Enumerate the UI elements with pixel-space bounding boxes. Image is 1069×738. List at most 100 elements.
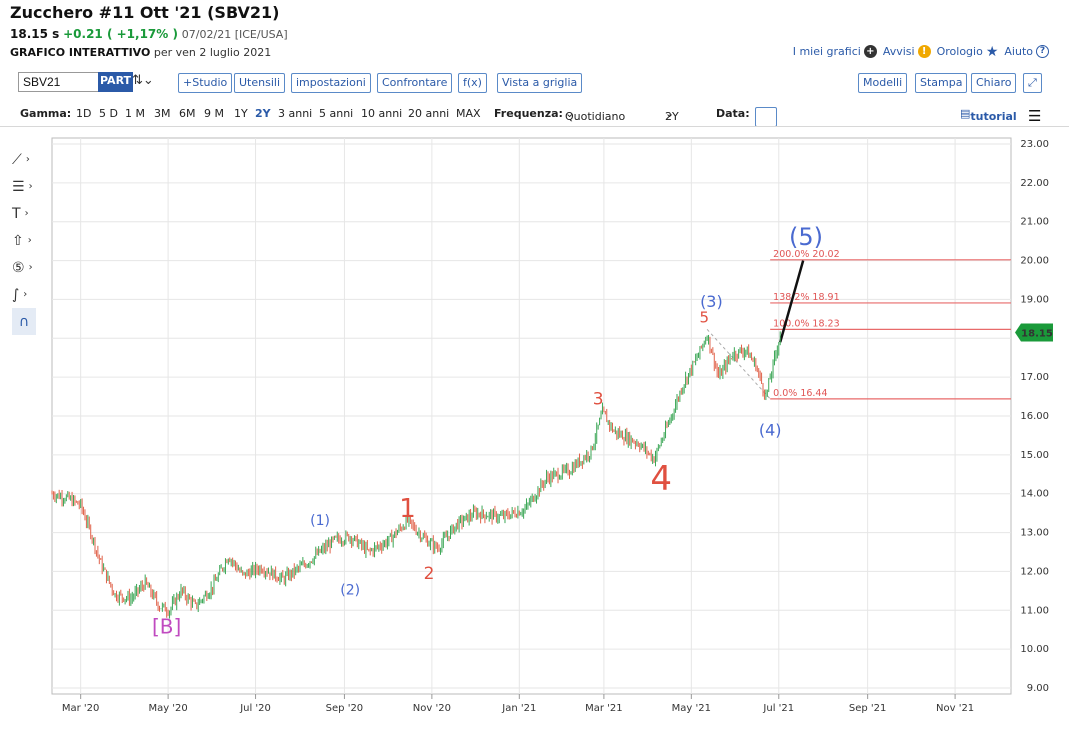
range-5d[interactable]: 5 D <box>99 107 118 120</box>
y-tick-label: 19.00 <box>1020 294 1049 305</box>
y-tick-label: 20.00 <box>1020 256 1049 267</box>
range-9m[interactable]: 9 M <box>204 107 224 120</box>
frequency-select[interactable]: Quotidiano ⌄ <box>565 107 626 123</box>
grid-view-button[interactable]: Vista a griglia <box>497 73 583 93</box>
wave-label: 2 <box>424 564 435 584</box>
last-price: 18.15 s <box>10 27 60 41</box>
range-10y[interactable]: 10 anni <box>361 107 403 120</box>
chart-toolbar: PART ⇅⌄ +Studio Utensili impostazioni Co… <box>10 72 1050 96</box>
help-link[interactable]: Aiuto? <box>1004 45 1049 58</box>
settings-button[interactable]: impostazioni <box>291 73 371 93</box>
add-study-button[interactable]: +Studio <box>178 73 233 93</box>
fib-level-label: 200.0% 20.02 <box>773 249 839 260</box>
y-tick-label: 13.00 <box>1020 528 1049 539</box>
plus-circle-icon: + <box>863 45 877 58</box>
fib-level-label: 138.2% 18.91 <box>773 292 839 303</box>
tutorial-label: tutorial <box>970 110 1017 123</box>
y-tick-label: 21.00 <box>1020 217 1049 228</box>
range-1d[interactable]: 1D <box>76 107 92 120</box>
x-tick-label: Sep '21 <box>849 703 887 714</box>
y-tick-label: 17.00 <box>1020 372 1049 383</box>
expand-icon[interactable]: ⤢ <box>1023 73 1042 93</box>
y-tick-label: 16.00 <box>1020 411 1049 422</box>
fib-level-label: 0.0% 16.44 <box>773 388 827 399</box>
symbol-input[interactable] <box>18 72 100 92</box>
y-axis: 23.0022.0021.0020.0019.0018.0017.0016.00… <box>1015 139 1053 694</box>
wave-count-tool-icon[interactable]: ⑤ › <box>12 259 33 276</box>
arrow-tool-icon[interactable]: ⇧ › <box>12 232 32 249</box>
range-1m[interactable]: 1 M <box>125 107 145 120</box>
calendar-icon[interactable] <box>755 107 777 127</box>
curve-tool-icon[interactable]: ∫ › <box>12 286 28 303</box>
tools-button[interactable]: Utensili <box>234 73 286 93</box>
wave-label: 4 <box>650 459 672 499</box>
alerts-link[interactable]: Avvisi! <box>883 45 931 58</box>
clock-link[interactable]: Orologio ★ <box>936 43 999 60</box>
y-tick-label: 9.00 <box>1027 683 1049 694</box>
wave-label: 5 <box>699 309 709 327</box>
range-3y[interactable]: 3 anni <box>278 107 313 120</box>
my-charts-label: I miei grafici <box>792 45 861 58</box>
clock-label: Orologio <box>936 45 983 58</box>
x-axis: Mar '20 May '20 Jul '20 Sep '20 Nov '20 Jan '… <box>62 694 974 714</box>
help-icon: ? <box>1036 45 1049 58</box>
tutorial-link[interactable]: ▤ tutorial <box>960 107 1017 123</box>
range-2y[interactable]: 2Y <box>255 107 271 120</box>
y-tick-label: 23.00 <box>1020 139 1049 150</box>
price-change: +0.21 ( +1,17% ) <box>63 27 178 41</box>
wave-label: (3) <box>700 292 723 311</box>
wave-label: (5) <box>789 223 823 251</box>
x-tick-label: Jan '21 <box>501 703 536 714</box>
fib-level-label: 100.0% 18.23 <box>773 318 839 329</box>
date-exchange: 07/02/21 [ICE/USA] <box>181 28 288 41</box>
range-6m[interactable]: 6M <box>179 107 196 120</box>
x-tick-label: Jul '20 <box>239 703 271 714</box>
x-tick-label: Nov '21 <box>936 703 974 714</box>
y-tick-label: 15.00 <box>1020 450 1049 461</box>
menu-icon[interactable]: ☰ <box>1028 107 1042 125</box>
projection-line <box>779 260 805 343</box>
print-button[interactable]: Stampa <box>915 73 968 93</box>
x-tick-label: Sep '20 <box>326 703 364 714</box>
fx-button[interactable]: f(x) <box>458 73 487 93</box>
range-3m[interactable]: 3M <box>154 107 171 120</box>
x-tick-label: Nov '20 <box>413 703 451 714</box>
last-price-label: 18.15 <box>1021 328 1053 339</box>
x-tick-label: Mar '21 <box>585 703 623 714</box>
range-20y[interactable]: 20 anni <box>408 107 450 120</box>
text-tool-icon[interactable]: T › <box>12 205 29 222</box>
price-chart[interactable]: 200.0% 20.02 138.2% 18.91 100.0% 18.23 0.0%… <box>0 128 1069 728</box>
wave-label: 1 <box>399 494 416 524</box>
my-charts-link[interactable]: I miei grafici + <box>793 45 877 58</box>
star-icon: ★ <box>985 43 999 60</box>
fib-tool-icon[interactable]: ☰ › <box>12 178 33 195</box>
magnet-tool-icon[interactable]: ∩ <box>12 308 36 335</box>
alerts-label: Avvisi <box>882 45 915 58</box>
page-title: Zucchero #11 Ott '21 (SBV21) <box>10 3 280 22</box>
help-label: Aiuto <box>1004 45 1033 58</box>
x-tick-label: Jul '21 <box>762 703 794 714</box>
period-select[interactable]: 2Y ⌄ <box>665 107 679 123</box>
x-tick-label: May '20 <box>148 703 187 714</box>
part-badge[interactable]: PART <box>98 72 134 92</box>
range-label: Gamma: <box>20 107 72 120</box>
divider <box>0 126 1069 127</box>
chart-type-dropdown-icon[interactable]: ⇅⌄ <box>132 73 154 88</box>
range-bar: Gamma: 1D 5 D 1 M 3M 6M 9 M 1Y 2Y 3 anni… <box>10 104 1050 127</box>
fib-anchor-line <box>706 329 771 400</box>
drawing-tools: ⟋ › ☰ › T › ⇧ › ⑤ › ∫ › ∩ <box>12 146 42 335</box>
light-theme-button[interactable]: Chiaro <box>971 73 1017 93</box>
range-max[interactable]: MAX <box>456 107 481 120</box>
templates-button[interactable]: Modelli <box>858 73 908 93</box>
fib-levels: 200.0% 20.02 138.2% 18.91 100.0% 18.23 0.0%… <box>706 249 1011 400</box>
range-5y[interactable]: 5 anni <box>319 107 354 120</box>
range-1y[interactable]: 1Y <box>234 107 248 120</box>
wave-label: (4) <box>759 420 782 439</box>
y-tick-label: 12.00 <box>1020 566 1049 577</box>
compare-button[interactable]: Confrontare <box>377 73 453 93</box>
frequency-label: Frequenza: <box>494 107 563 120</box>
line-tool-icon[interactable]: ⟋ › <box>12 151 30 168</box>
period-value: 2Y <box>665 110 679 123</box>
subtitle-bold: GRAFICO INTERATTIVO <box>10 46 151 59</box>
y-tick-label: 11.00 <box>1020 605 1049 616</box>
